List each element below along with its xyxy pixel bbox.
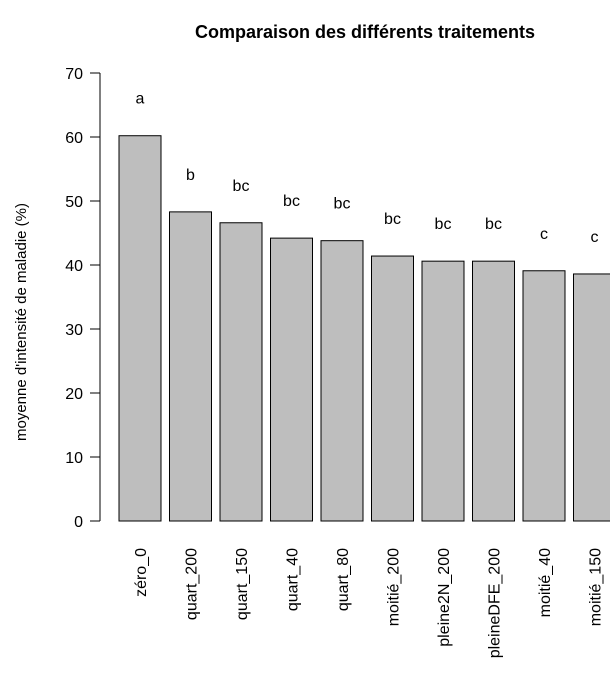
x-tick-label: quart_80 — [335, 548, 352, 611]
group-letter: bc — [384, 211, 401, 228]
bar — [371, 255, 414, 522]
group-letter: a — [136, 91, 145, 108]
bar — [472, 260, 515, 522]
y-tick-label: 50 — [65, 194, 83, 211]
group-letters: a b bc bc bc bc bc bc c c — [136, 91, 599, 246]
bar — [270, 237, 313, 522]
y-tick-label: 40 — [65, 258, 83, 275]
x-tick-label: quart_200 — [184, 548, 201, 620]
y-tick-label: 0 — [74, 514, 83, 531]
x-tick-label: moitié_150 — [588, 548, 605, 626]
x-tick-label: moitié_40 — [537, 548, 554, 617]
group-letter: c — [591, 229, 599, 246]
bars — [118, 135, 610, 522]
x-tick-label: zéro_0 — [133, 548, 150, 597]
group-letter: bc — [485, 216, 502, 233]
y-tick-label: 60 — [65, 130, 83, 147]
y-axis: 0 10 20 30 40 50 60 70 — [65, 66, 101, 531]
group-letter: b — [186, 167, 195, 184]
group-letter: c — [540, 226, 548, 243]
x-tick-label: quart_40 — [285, 548, 302, 611]
bar — [169, 211, 212, 522]
bar — [219, 222, 263, 522]
x-tick-label: pleine2N_200 — [436, 548, 453, 647]
chart-title: Comparaison des différents traitements — [195, 22, 535, 42]
y-tick-label: 20 — [65, 386, 83, 403]
group-letter: bc — [283, 193, 300, 210]
x-tick-label: moitié_200 — [386, 548, 403, 626]
bar — [421, 260, 465, 522]
y-tick-label: 10 — [65, 450, 83, 467]
group-letter: bc — [334, 196, 351, 213]
bar — [118, 135, 162, 522]
x-tick-label: pleineDFE_200 — [487, 548, 504, 658]
group-letter: bc — [435, 216, 452, 233]
group-letter: bc — [233, 178, 250, 195]
x-tick-labels: zéro_0 quart_200 quart_150 quart_40 quart_80… — [133, 548, 605, 658]
x-tick-label: quart_150 — [234, 548, 251, 620]
y-tick-label: 30 — [65, 322, 83, 339]
bar — [320, 240, 364, 522]
bar — [573, 273, 610, 522]
bar — [522, 270, 566, 522]
y-tick-label: 70 — [65, 66, 83, 83]
y-axis-label: moyenne d'intensité de maladie (%) — [13, 203, 30, 441]
